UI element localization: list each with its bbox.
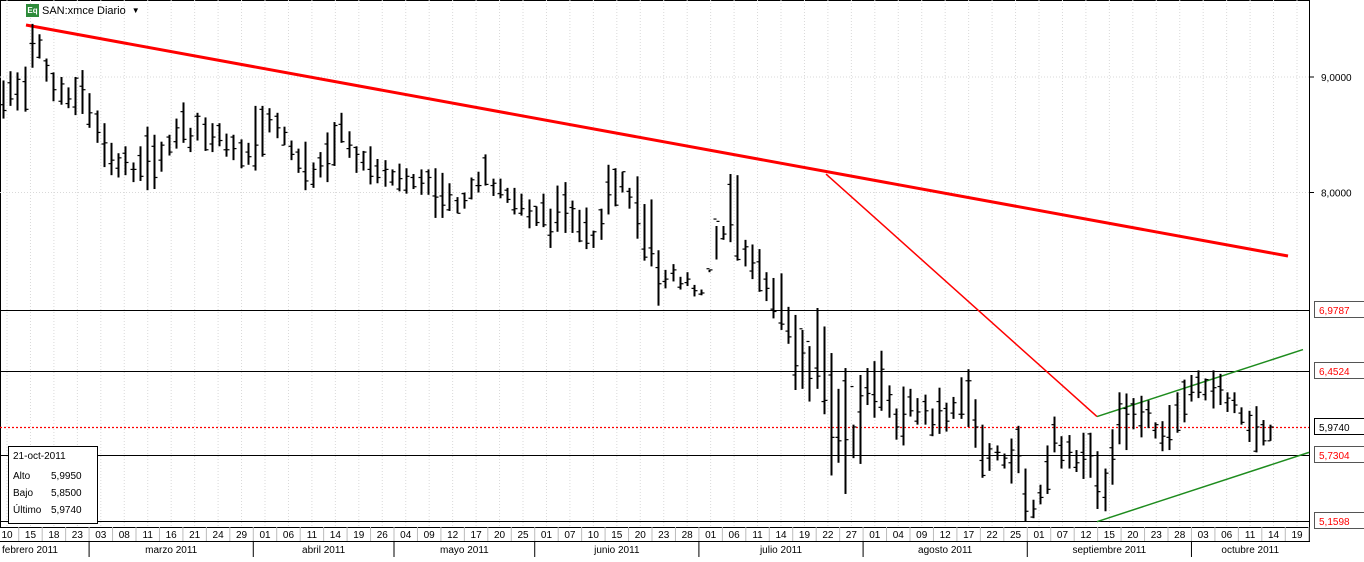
data-window: 21-oct-2011 Alto 5,9950 Bajo 5,8500 Últi… [8, 446, 98, 524]
x-month-label: abril 2011 [302, 545, 346, 556]
x-day-label: 12 [447, 530, 459, 541]
x-day-label: 19 [353, 530, 365, 541]
data-window-value: 5,8500 [51, 488, 82, 499]
x-month-label: marzo 2011 [145, 545, 198, 556]
x-day-label: 04 [400, 530, 412, 541]
x-day-label: 06 [729, 530, 741, 541]
x-day-label: 15 [1104, 530, 1116, 541]
x-day-label: 06 [1221, 530, 1233, 541]
x-day-label: 09 [916, 530, 928, 541]
x-day-label: 14 [775, 530, 787, 541]
x-day-label: 14 [1268, 530, 1280, 541]
x-day-label: 03 [95, 530, 107, 541]
x-day-label: 15 [25, 530, 37, 541]
x-day-label: 01 [869, 530, 881, 541]
data-window-row-last: Último 5,9740 [13, 505, 93, 516]
data-window-label: Alto [13, 471, 51, 482]
x-day-label: 22 [987, 530, 999, 541]
x-day-label: 03 [1198, 530, 1210, 541]
price-label-text: 6,9787 [1319, 306, 1350, 317]
x-month-label: febrero 2011 [2, 545, 58, 556]
x-day-label: 23 [1151, 530, 1163, 541]
x-day-label: 21 [189, 530, 201, 541]
x-month-label: mayo 2011 [440, 545, 489, 556]
x-day-label: 17 [471, 530, 483, 541]
equity-icon: Eq [26, 4, 39, 17]
data-window-value: 5,9740 [51, 505, 82, 516]
x-day-label: 25 [517, 530, 529, 541]
data-window-value: 5,9950 [51, 471, 82, 482]
x-day-label: 11 [752, 530, 763, 541]
x-month-label: agosto 2011 [918, 545, 973, 556]
price-label-text: 5,9740 [1319, 423, 1350, 434]
x-day-label: 09 [424, 530, 436, 541]
x-day-label: 23 [658, 530, 670, 541]
x-day-label: 19 [1291, 530, 1303, 541]
x-day-label: 06 [283, 530, 295, 541]
x-day-label: 15 [611, 530, 623, 541]
y-tick-label: 9,0000 [1321, 73, 1352, 84]
price-label-text: 5,1598 [1319, 517, 1350, 528]
x-day-label: 24 [213, 530, 225, 541]
data-window-date: 21-oct-2011 [13, 451, 66, 462]
x-day-label: 19 [799, 530, 811, 541]
y-tick-label: 8,0000 [1321, 189, 1352, 200]
x-month-label: octubre 2011 [1221, 545, 1279, 556]
x-day-label: 20 [1127, 530, 1139, 541]
x-day-label: 23 [72, 530, 84, 541]
x-month-label: septiembre 2011 [1072, 545, 1146, 556]
x-day-label: 10 [1, 530, 13, 541]
x-day-label: 18 [48, 530, 60, 541]
x-day-label: 12 [1080, 530, 1092, 541]
x-day-label: 07 [1057, 530, 1069, 541]
price-label-text: 5,7304 [1319, 451, 1350, 462]
data-window-row-low: Bajo 5,8500 [13, 488, 93, 499]
x-day-label: 26 [377, 530, 389, 541]
x-day-label: 12 [940, 530, 952, 541]
x-day-label: 04 [893, 530, 905, 541]
data-window-row-high: Alto 5,9950 [13, 471, 93, 482]
x-month-label: julio 2011 [759, 545, 803, 556]
x-day-label: 01 [259, 530, 271, 541]
price-label-text: 6,4524 [1319, 367, 1350, 378]
x-day-label: 11 [307, 530, 318, 541]
chart-title: SAN:xmce Diario [42, 5, 126, 17]
x-month-label: junio 2011 [593, 545, 640, 556]
x-day-label: 20 [494, 530, 506, 541]
x-day-label: 10 [588, 530, 600, 541]
x-day-label: 22 [822, 530, 834, 541]
x-day-label: 28 [682, 530, 694, 541]
x-day-label: 14 [330, 530, 342, 541]
x-day-label: 28 [1174, 530, 1186, 541]
chart-title-bar[interactable]: Eq SAN:xmce Diario ▼ [26, 3, 140, 18]
x-day-label: 29 [236, 530, 248, 541]
x-day-label: 16 [166, 530, 178, 541]
x-day-label: 11 [1245, 530, 1256, 541]
x-day-label: 01 [705, 530, 717, 541]
x-day-label: 01 [541, 530, 553, 541]
x-day-label: 27 [846, 530, 858, 541]
x-day-label: 08 [119, 530, 131, 541]
data-window-label: Último [13, 505, 51, 516]
x-day-label: 17 [963, 530, 975, 541]
chevron-down-icon[interactable]: ▼ [132, 6, 140, 15]
x-day-label: 07 [564, 530, 576, 541]
x-day-label: 25 [1010, 530, 1022, 541]
data-window-label: Bajo [13, 488, 51, 499]
x-day-label: 20 [635, 530, 647, 541]
x-day-label: 01 [1033, 530, 1045, 541]
x-day-label: 11 [143, 530, 154, 541]
